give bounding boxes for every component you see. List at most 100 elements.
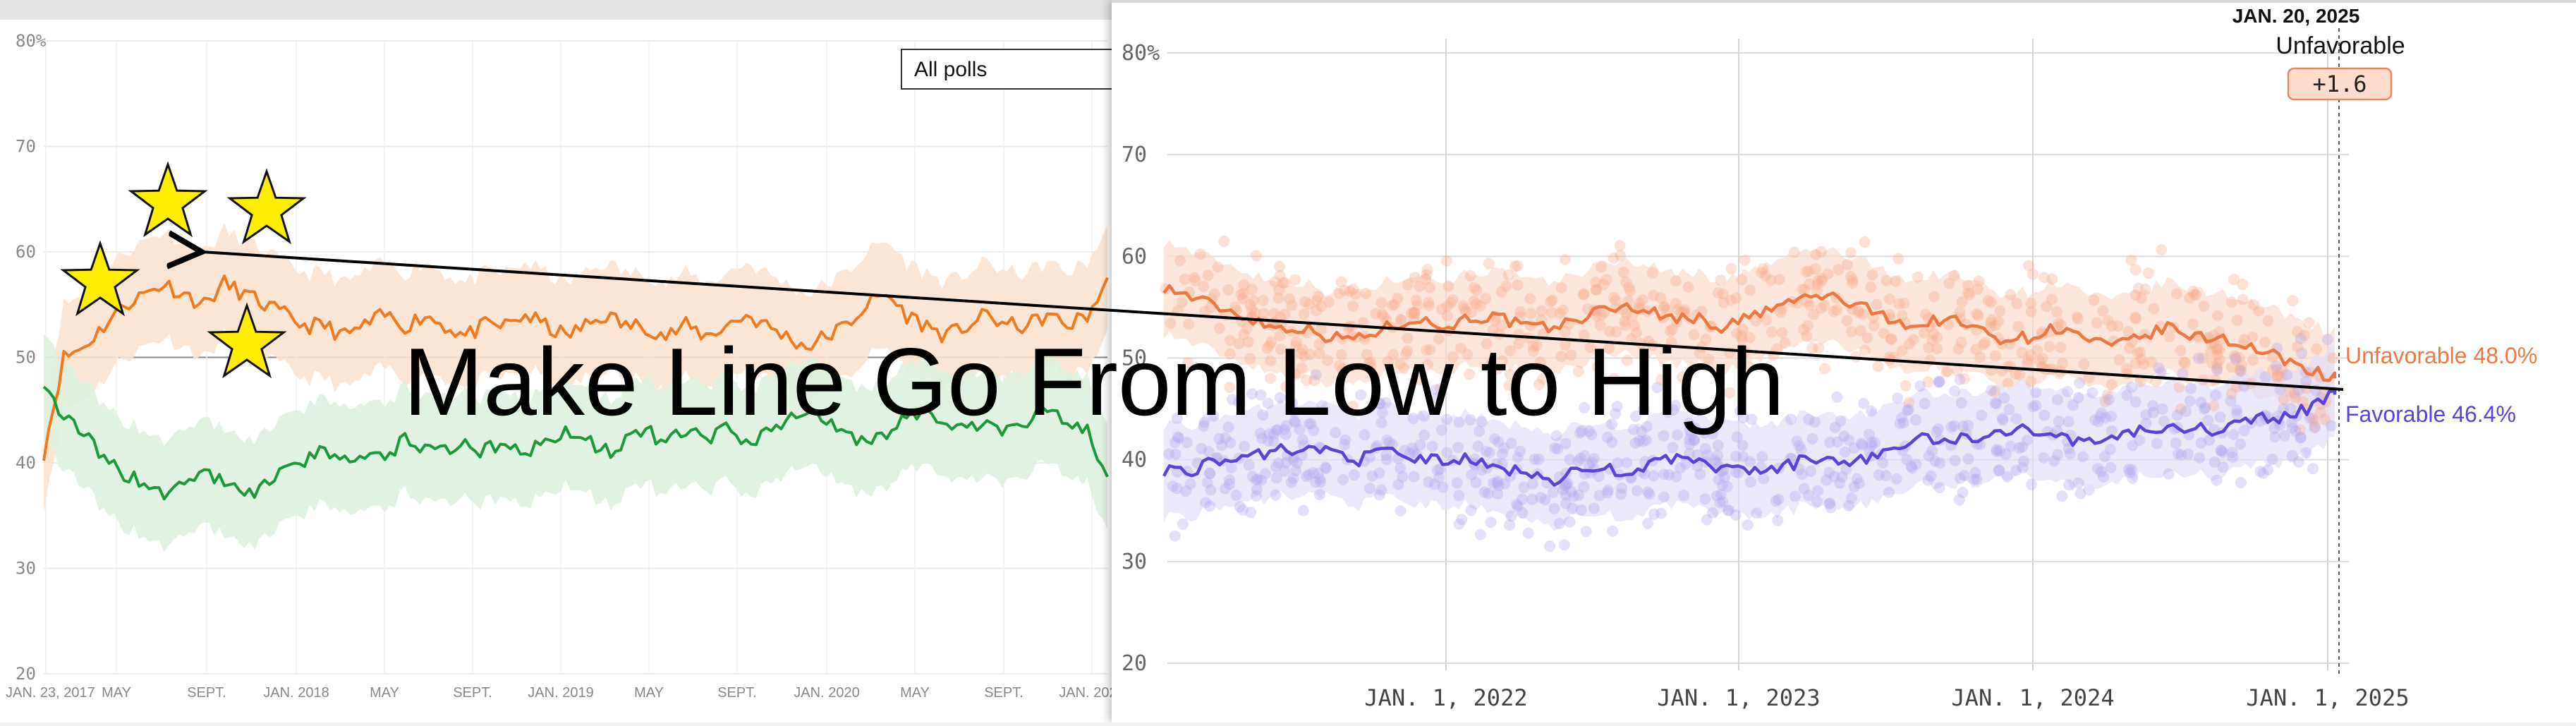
right-poll-dot [1407,413,1419,425]
right-poll-dot [1985,296,1997,308]
right-poll-dot [2072,392,2084,404]
right-poll-dot [1711,456,1723,468]
right-poll-dot [2017,461,2029,473]
right-poll-dot [1940,366,1952,378]
right-poll-dot [2026,478,2037,490]
right-poll-dot [1496,355,1508,367]
right-poll-dot [2120,363,2132,375]
right-poll-dot [2053,317,2065,329]
right-poll-dot [2290,425,2302,437]
right-poll-dot [2247,354,2259,366]
right-poll-dot [2030,399,2042,411]
right-poll-dot [1272,292,1284,304]
right-poll-dot [1993,465,2005,477]
right-poll-dot [1579,450,1591,461]
right-poll-dot [2295,431,2307,443]
right-poll-dot [1759,270,1771,282]
right-poll-dot [1971,473,1983,485]
right-poll-dot [1208,288,1220,300]
right-poll-dot [1736,274,1748,286]
right-poll-dot [1594,319,1606,331]
right-poll-dot [1414,281,1426,292]
right-poll-dot [1512,452,1524,464]
right-poll-dot [1866,405,1878,417]
right-poll-dot [1730,450,1742,462]
right-poll-dot [1171,483,1183,495]
right-series-end-label: Favorable 46.4% [2345,401,2516,427]
right-poll-dot [2292,326,2304,338]
right-poll-dot [1421,264,1433,276]
right-poll-dot [2106,411,2118,423]
right-poll-dot [2043,341,2055,353]
right-poll-dot [1666,323,1678,335]
right-poll-dot [1703,353,1715,365]
right-poll-dot [1857,308,1869,320]
right-poll-dot [1648,508,1660,520]
right-poll-dot [1238,328,1250,340]
right-poll-dot [1184,478,1196,490]
right-poll-dot [1219,483,1231,495]
right-poll-dot [1422,358,1433,370]
right-poll-dot [1298,308,1310,320]
right-poll-dot [2078,358,2090,370]
right-poll-dot [1906,462,1918,474]
right-poll-dot [1588,452,1600,464]
right-poll-dot [2210,389,2221,401]
right-poll-dot [1536,373,1548,385]
right-poll-dot [1575,504,1587,516]
right-poll-dot [1955,397,1967,409]
right-poll-dot [1423,476,1435,488]
right-poll-dot [1398,363,1410,374]
right-poll-dot [1263,339,1275,351]
right-poll-dot [2248,299,2260,310]
right-poll-dot [1663,406,1675,418]
right-poll-dot [1280,420,1292,432]
right-poll-dot [2096,407,2108,419]
right-poll-dot [1296,344,1308,356]
right-poll-dot [2055,341,2067,353]
right-poll-dot [1274,329,1286,341]
right-poll-dot [2147,406,2159,418]
right-poll-dot [1454,342,1466,354]
right-poll-dot [1608,373,1620,385]
right-poll-dot [1480,293,1492,305]
right-poll-dot [1795,444,1807,456]
right-poll-dot [1900,380,1912,392]
left-y-tick-label: 80% [16,31,47,51]
right-poll-dot [2153,362,2165,374]
right-poll-dot [1204,500,1216,512]
right-poll-dot [1198,421,1210,432]
right-poll-dot [1602,487,1614,499]
right-poll-dot [1474,300,1486,312]
right-poll-dot [1866,437,1878,449]
right-poll-dot [1954,374,1966,385]
right-poll-dot [1893,298,1905,310]
right-poll-dot [1205,484,1217,496]
right-x-tick-label: JAN. 1, 2024 [1951,684,2114,711]
right-poll-dot [1378,310,1390,322]
right-poll-dot [1636,294,1648,305]
right-poll-dot [1591,284,1603,296]
right-poll-dot [1610,408,1622,420]
right-poll-dot [1402,279,1414,291]
right-poll-dot [1526,493,1538,505]
right-poll-dot [1907,334,1919,346]
right-poll-dot [1504,519,1515,531]
right-poll-dot [2278,394,2290,406]
right-poll-dot [1251,250,1262,262]
right-poll-dot [1868,320,1880,332]
right-poll-dot [1560,478,1572,490]
right-poll-dot [1637,435,1649,447]
right-poll-dot [1493,436,1505,448]
right-poll-dot [2214,343,2226,355]
right-poll-dot [1894,418,1906,430]
right-poll-dot [1557,304,1569,316]
right-poll-dot [1919,398,1931,409]
right-poll-dot [1574,452,1586,464]
right-poll-dot [2123,342,2135,354]
polls-dropdown[interactable]: All polls [901,49,1135,90]
right-poll-dot [1943,277,1955,289]
right-poll-dot [2195,437,2207,449]
right-poll-dot [1374,397,1385,409]
right-poll-dot [2099,396,2111,407]
